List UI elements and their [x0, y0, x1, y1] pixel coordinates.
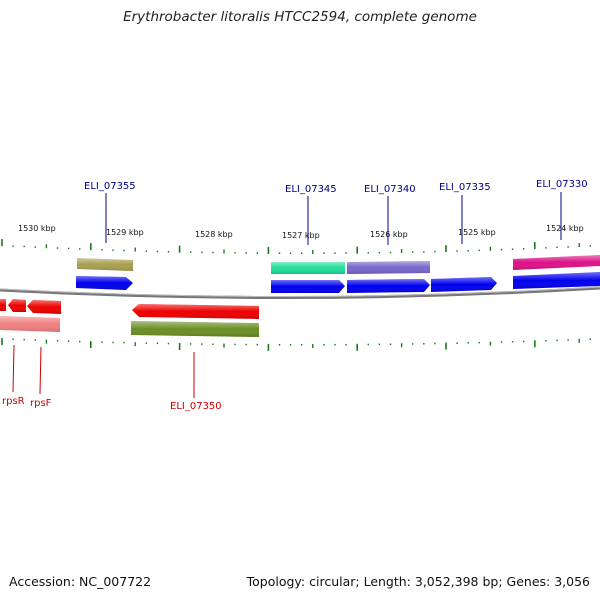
genome-backbone [0, 286, 600, 300]
gene-labels-forward: ELI_07355 ELI_07345 ELI_07340 ELI_07335 … [84, 179, 588, 195]
gene-labels-reverse: rpsR rpsF ELI_07350 [2, 396, 222, 412]
gene-arrow-rpsF[interactable] [27, 300, 61, 314]
gene-label-rpsR[interactable]: rpsR [2, 396, 25, 407]
scale-label-1527: 1527 kbp [282, 231, 320, 240]
gene-arrow-ELI_07355[interactable] [76, 276, 133, 290]
feature-bar-ELI_07350[interactable] [131, 321, 259, 337]
scale-label-1528: 1528 kbp [195, 230, 233, 239]
scale-label-1529: 1529 kbp [106, 228, 144, 237]
genome-backbone-highlight [0, 286, 600, 298]
gene-arrow-rpsR[interactable] [8, 299, 26, 312]
gene-arrow-ELI_07345[interactable] [271, 280, 345, 293]
gene-label-ELI_07355[interactable]: ELI_07355 [84, 181, 136, 192]
ruler-ticks-bottom [1, 338, 591, 351]
feature-bar-ELI_07340[interactable] [347, 261, 430, 274]
gene-arrow-ELI_07340[interactable] [347, 279, 430, 293]
scale-label-1525: 1525 kbp [458, 228, 496, 237]
feature-bar-rps[interactable] [0, 316, 60, 332]
leader-lines [12, 192, 562, 398]
scale-label-1524: 1524 kbp [546, 224, 584, 233]
gene-label-ELI_07345[interactable]: ELI_07345 [285, 184, 337, 195]
scale-labels: 1530 kbp 1529 kbp 1528 kbp 1527 kbp 1526… [18, 224, 584, 240]
gene-label-ELI_07340[interactable]: ELI_07340 [364, 184, 416, 195]
gene-label-rpsF[interactable]: rpsF [30, 398, 52, 409]
ruler-ticks-top [1, 239, 591, 254]
gene-arrow-ELI_07335[interactable] [431, 277, 497, 292]
gene-arrow-ELI_07330[interactable] [513, 272, 600, 289]
gene-arrow-ELI_07350[interactable] [132, 304, 259, 319]
gene-label-ELI_07350[interactable]: ELI_07350 [170, 401, 222, 412]
gene-label-ELI_07335[interactable]: ELI_07335 [439, 182, 491, 193]
accession-text: Accession: NC_007722 [9, 574, 152, 589]
feature-bar-ELI_07330[interactable] [513, 255, 600, 270]
feature-bar-ELI_07345[interactable] [271, 262, 345, 274]
gene-label-ELI_07330[interactable]: ELI_07330 [536, 179, 588, 190]
map-title: Erythrobacter litoralis HTCC2594, comple… [123, 9, 477, 25]
feature-bar-ELI_07355[interactable] [77, 258, 133, 271]
topology-summary: Topology: circular; Length: 3,052,398 bp… [246, 574, 590, 589]
scale-label-1526: 1526 kbp [370, 230, 408, 239]
scale-label-1530: 1530 kbp [18, 224, 56, 233]
gene-arrow-left-partial[interactable] [0, 299, 6, 311]
